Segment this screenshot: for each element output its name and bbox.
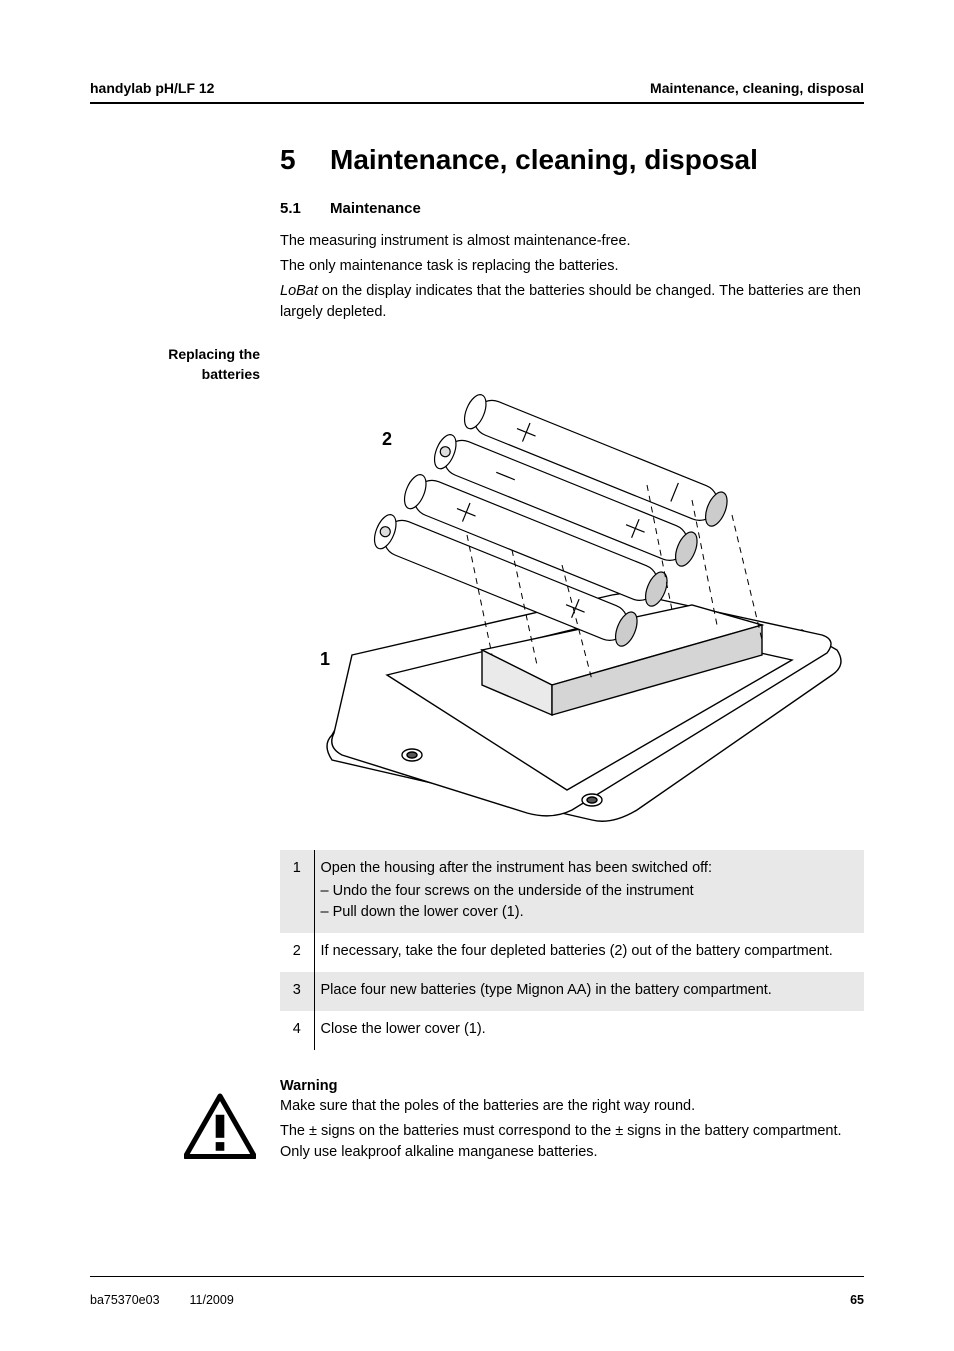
step-number: 4 (280, 1011, 314, 1050)
step-text: If necessary, take the four depleted bat… (314, 933, 864, 972)
battery-section: Replacing the batteries (90, 345, 864, 1050)
section-heading: 5.1 Maintenance (280, 200, 864, 217)
diagram-label-1: 1 (320, 649, 330, 669)
list-item: Undo the four screws on the underside of… (321, 881, 859, 902)
header-left: handylab pH/LF 12 (90, 80, 214, 96)
footer-date: 11/2009 (190, 1293, 234, 1307)
battery-diagram-svg: 2 1 (292, 355, 852, 825)
intro-paragraph-2: The only maintenance task is replacing t… (280, 256, 864, 277)
page: handylab pH/LF 12 Maintenance, cleaning,… (0, 0, 954, 1351)
margin-column-2: Replacing the batteries (90, 345, 280, 1050)
running-header: handylab pH/LF 12 Maintenance, cleaning,… (90, 80, 864, 96)
step-number: 3 (280, 972, 314, 1011)
warning-icon (184, 1092, 256, 1162)
warning-paragraph-2: The ± signs on the batteries must corres… (280, 1121, 864, 1163)
intro-paragraph-3-rest: on the display indicates that the batter… (280, 283, 861, 320)
step-bullets: Undo the four screws on the underside of… (321, 881, 859, 923)
table-row: 4Close the lower cover (1). (280, 1011, 864, 1050)
table-row: 3Place four new batteries (type Mignon A… (280, 972, 864, 1011)
section-title: Maintenance (330, 200, 421, 217)
warning-heading: Warning (280, 1078, 864, 1094)
step-text: Close the lower cover (1). (314, 1011, 864, 1050)
margin-column (90, 144, 280, 327)
side-label: Replacing the batteries (90, 345, 260, 384)
intro-paragraph-1: The measuring instrument is almost maint… (280, 231, 864, 252)
warning-text: Warning Make sure that the poles of the … (280, 1078, 864, 1167)
header-rule (90, 102, 864, 104)
step-text: Place four new batteries (type Mignon AA… (314, 972, 864, 1011)
side-label-line-2: batteries (202, 366, 260, 382)
step-text: Open the housing after the instrument ha… (314, 850, 864, 933)
lobat-term: LoBat (280, 283, 318, 299)
warning-icon-wrap (90, 1078, 280, 1162)
main-column: 5 Maintenance, cleaning, disposal 5.1 Ma… (280, 144, 864, 327)
battery-diagram: 2 1 (280, 355, 864, 830)
footer-doc-id: ba75370e03 (90, 1293, 160, 1307)
content-area: 5 Maintenance, cleaning, disposal 5.1 Ma… (90, 144, 864, 327)
step-number: 1 (280, 850, 314, 933)
running-footer: ba75370e03 11/2009 65 (90, 1293, 864, 1307)
section-number: 5.1 (280, 200, 330, 217)
side-label-line-1: Replacing the (168, 346, 260, 362)
list-item: Pull down the lower cover (1). (321, 902, 859, 923)
header-right: Maintenance, cleaning, disposal (650, 80, 864, 96)
warning-block: Warning Make sure that the poles of the … (90, 1078, 864, 1167)
main-column-2: 2 1 1Open the housing after the instrume… (280, 345, 864, 1050)
chapter-heading: 5 Maintenance, cleaning, disposal (280, 144, 864, 176)
table-row: 2If necessary, take the four depleted ba… (280, 933, 864, 972)
chapter-title: Maintenance, cleaning, disposal (330, 144, 758, 176)
footer-left: ba75370e03 11/2009 (90, 1293, 234, 1307)
steps-table: 1Open the housing after the instrument h… (280, 850, 864, 1050)
intro-paragraph-3: LoBat on the display indicates that the … (280, 281, 864, 323)
footer-rule (90, 1276, 864, 1277)
step-number: 2 (280, 933, 314, 972)
table-row: 1Open the housing after the instrument h… (280, 850, 864, 933)
chapter-number: 5 (280, 144, 330, 176)
footer-page-number: 65 (850, 1293, 864, 1307)
diagram-label-2: 2 (382, 429, 392, 449)
warning-paragraph-1: Make sure that the poles of the batterie… (280, 1096, 864, 1117)
